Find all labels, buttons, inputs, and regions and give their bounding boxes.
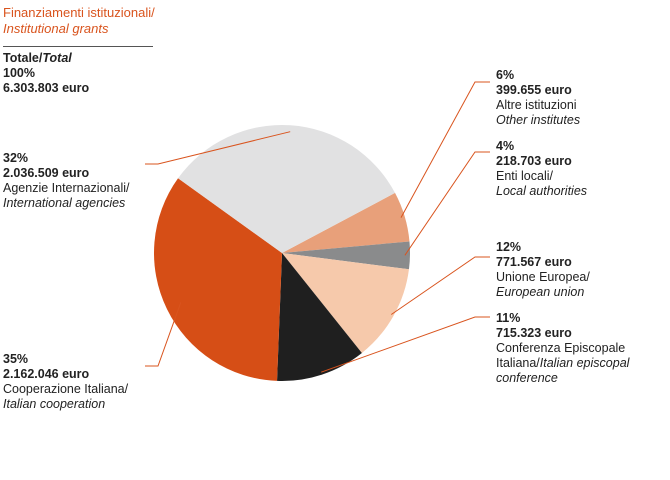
slice-cooperazione-italiana (154, 178, 282, 381)
title-divider (3, 46, 153, 47)
slice-label-en: European union (496, 285, 585, 299)
slice-amount: 2.162.046 euro (3, 367, 90, 381)
label-agenzie-internazionali: 32% 2.036.509 euro Agenzie Internazional… (3, 151, 129, 211)
leader-lines (145, 81, 490, 373)
label-enti-locali: 4% 218.703 euro Enti locali/ Local autho… (496, 139, 587, 199)
total-percent: 100% (3, 66, 35, 80)
slice-altre-istituzioni (282, 192, 410, 253)
slice-label: Enti locali/ (496, 169, 553, 183)
slice-amount: 771.567 euro (496, 255, 572, 269)
slice-percent: 6% (496, 68, 515, 82)
leader-cooperazione-italiana (145, 302, 182, 367)
slice-percent: 12% (496, 240, 522, 254)
chart-title-en: Institutional grants (3, 21, 109, 36)
chart-title: Finanziamenti istituzionali/ Institution… (3, 5, 155, 37)
slice-label: Cooperazione Italiana/ (3, 382, 129, 396)
slice-agenzie-internazionali (178, 124, 396, 253)
total-label: Totale (3, 51, 39, 65)
slice-percent: 4% (496, 139, 515, 153)
slice-label-en: Other institutes (496, 113, 581, 127)
leader-altre-istituzioni (400, 81, 490, 218)
label-conferenza-episcopale: 11% 715.323 euro Conferenza Episcopale I… (496, 311, 629, 386)
leader-unione-europea (391, 256, 490, 315)
slice-label: Agenzie Internazionali/ (3, 181, 130, 195)
chart-title-it: Finanziamenti istituzionali/ (3, 5, 155, 20)
slice-conferenza-episcopale (277, 253, 362, 381)
slice-label-en2: conference (496, 371, 558, 385)
total-amount: 6.303.803 euro (3, 81, 90, 95)
label-unione-europea: 12% 771.567 euro Unione Europea/ Europea… (496, 240, 590, 300)
slice-percent: 35% (3, 352, 29, 366)
label-cooperazione-italiana: 35% 2.162.046 euro Cooperazione Italiana… (3, 352, 128, 412)
total-separator: / (38, 51, 43, 65)
slice-label: Unione Europea/ (496, 270, 590, 284)
slice-amount: 2.036.509 euro (3, 166, 90, 180)
slice-label: Conferenza Episcopale (496, 341, 626, 355)
slice-amount: 715.323 euro (496, 326, 572, 340)
slice-label-en: Italian cooperation (3, 397, 106, 411)
slice-unione-europea (282, 253, 409, 353)
pie-slices (154, 124, 411, 381)
total-heading: Totale/Total (3, 51, 89, 66)
leader-agenzie-internazionali (145, 131, 291, 165)
slice-label-en: International agencies (3, 196, 126, 210)
slice-amount: 218.703 euro (496, 154, 572, 168)
label-altre-istituzioni: 6% 399.655 euro Altre istituzioni Other … (496, 68, 580, 128)
total-block: Totale/Total 100% 6.303.803 euro (3, 51, 89, 96)
slice-amount: 399.655 euro (496, 83, 572, 97)
slice-enti-locali (282, 241, 411, 270)
slice-percent: 32% (3, 151, 29, 165)
slice-label: Altre istituzioni (496, 98, 577, 112)
slice-label-en: Local authorities (496, 184, 588, 198)
leader-conferenza-episcopale (321, 316, 490, 373)
slice-label-line2: Italiana/Italian episcopal (496, 356, 629, 371)
slice-label2: Italiana/ (496, 356, 540, 370)
slice-percent: 11% (496, 311, 521, 325)
slice-label-en: Italian episcopal (539, 356, 630, 370)
total-label-en: Total (42, 51, 72, 65)
leader-enti-locali (404, 151, 490, 256)
